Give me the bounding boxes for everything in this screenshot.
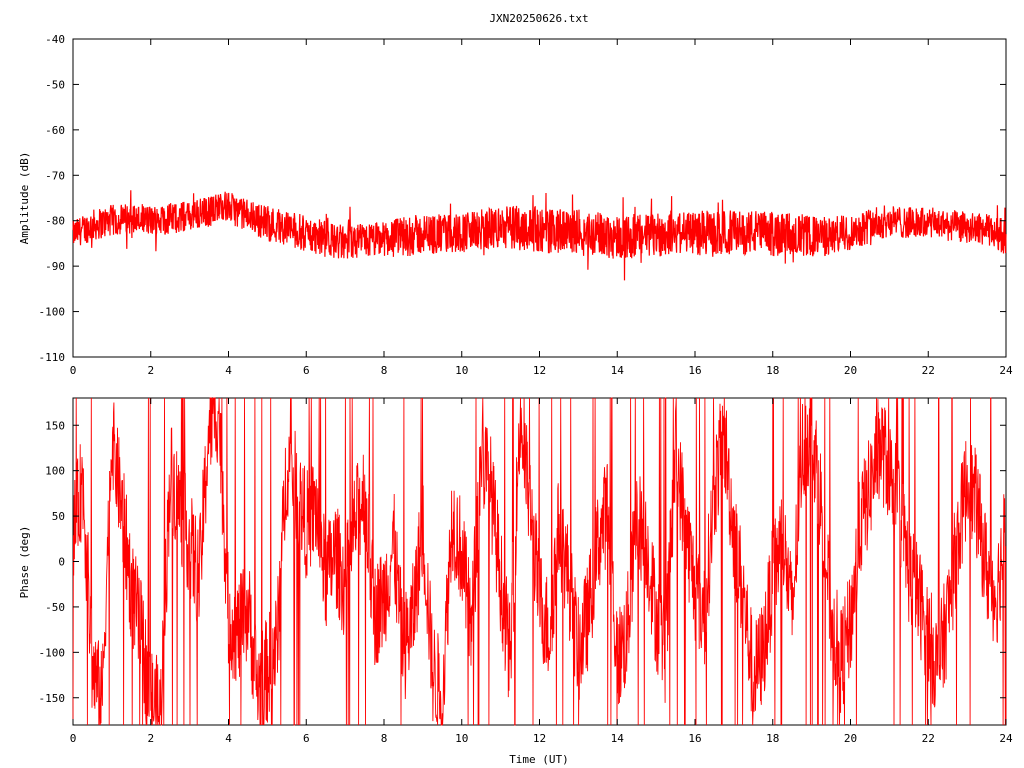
amplitude-series-line — [72, 190, 1007, 281]
amplitude-panel: -40-50-60-70-80-90-100-110 0 2 4 6 8 10 12 14 16… — [18, 33, 1013, 377]
amplitude-x-tick-label: 12 — [533, 364, 546, 377]
phase-x-tick-label: 0 — [70, 732, 77, 745]
amplitude-y-tick-label: -60 — [45, 124, 65, 137]
amplitude-y-tick-label: -90 — [45, 260, 65, 273]
phase-x-ticks: 0 2 4 6 8 10 12 14 16 18 20 22 24 — [70, 398, 1013, 745]
phase-x-tick-label: 18 — [766, 732, 779, 745]
amplitude-y-tick-label: -70 — [45, 169, 65, 182]
amplitude-x-tick-label: 18 — [766, 364, 779, 377]
amplitude-y-tick-label: -80 — [45, 215, 65, 228]
phase-x-tick-label: 4 — [225, 732, 232, 745]
amplitude-x-tick-label: 20 — [844, 364, 857, 377]
phase-x-tick-label: 22 — [922, 732, 935, 745]
phase-x-tick-label: 12 — [533, 732, 546, 745]
phase-x-tick-label: 24 — [999, 732, 1013, 745]
phase-x-tick-label: 20 — [844, 732, 857, 745]
amplitude-x-tick-label: 2 — [147, 364, 154, 377]
amplitude-plot-frame — [72, 38, 1007, 358]
phase-y-tick-label: 150 — [45, 419, 65, 432]
phase-y-tick-label: -150 — [39, 692, 66, 705]
amplitude-x-ticks: 0 2 4 6 8 10 12 14 16 18 20 22 24 — [70, 39, 1013, 377]
amplitude-y-axis-label: Amplitude (dB) — [18, 152, 31, 245]
phase-x-tick-label: 14 — [611, 732, 625, 745]
phase-x-tick-label: 10 — [455, 732, 468, 745]
phase-x-tick-label: 2 — [147, 732, 154, 745]
phase-y-tick-label: -50 — [45, 601, 65, 614]
x-axis-label: Time (UT) — [509, 753, 569, 766]
amplitude-x-tick-label: 10 — [455, 364, 468, 377]
phase-y-ticks: 150 100 50 0 -50 -100 -150 — [39, 419, 1006, 705]
amplitude-x-tick-label: 8 — [381, 364, 388, 377]
amplitude-x-tick-label: 16 — [688, 364, 701, 377]
amplitude-x-tick-label: 4 — [225, 364, 232, 377]
phase-y-tick-label: 100 — [45, 465, 65, 478]
phase-y-tick-label: 50 — [52, 510, 65, 523]
amplitude-x-tick-label: 22 — [922, 364, 935, 377]
amplitude-x-tick-label: 14 — [611, 364, 625, 377]
amplitude-x-tick-label: 0 — [70, 364, 77, 377]
phase-y-axis-label: Phase (deg) — [18, 526, 31, 599]
amplitude-x-tick-label: 6 — [303, 364, 310, 377]
amplitude-y-tick-label: -100 — [39, 306, 66, 319]
amplitude-y-tick-label: -50 — [45, 78, 65, 91]
amplitude-y-ticks: -40 -50 -60 -70 -80 -90 -100 -110 — [39, 33, 1006, 364]
amplitude-y-tick-label: -40 — [45, 33, 65, 46]
amplitude-y-tick-label: -110 — [39, 351, 66, 364]
phase-x-tick-label: 6 — [303, 732, 310, 745]
phase-x-tick-label: 16 — [688, 732, 701, 745]
amplitude-series — [72, 190, 1007, 281]
chart-title: JXN20250626.txt — [489, 12, 588, 25]
phase-series-line — [72, 397, 1007, 726]
phase-x-tick-label: 8 — [381, 732, 388, 745]
phase-y-tick-label: -100 — [39, 646, 66, 659]
phase-y-tick-label: 0 — [58, 556, 65, 569]
amplitude-x-tick-label: 24 — [999, 364, 1013, 377]
phase-series — [72, 397, 1007, 726]
